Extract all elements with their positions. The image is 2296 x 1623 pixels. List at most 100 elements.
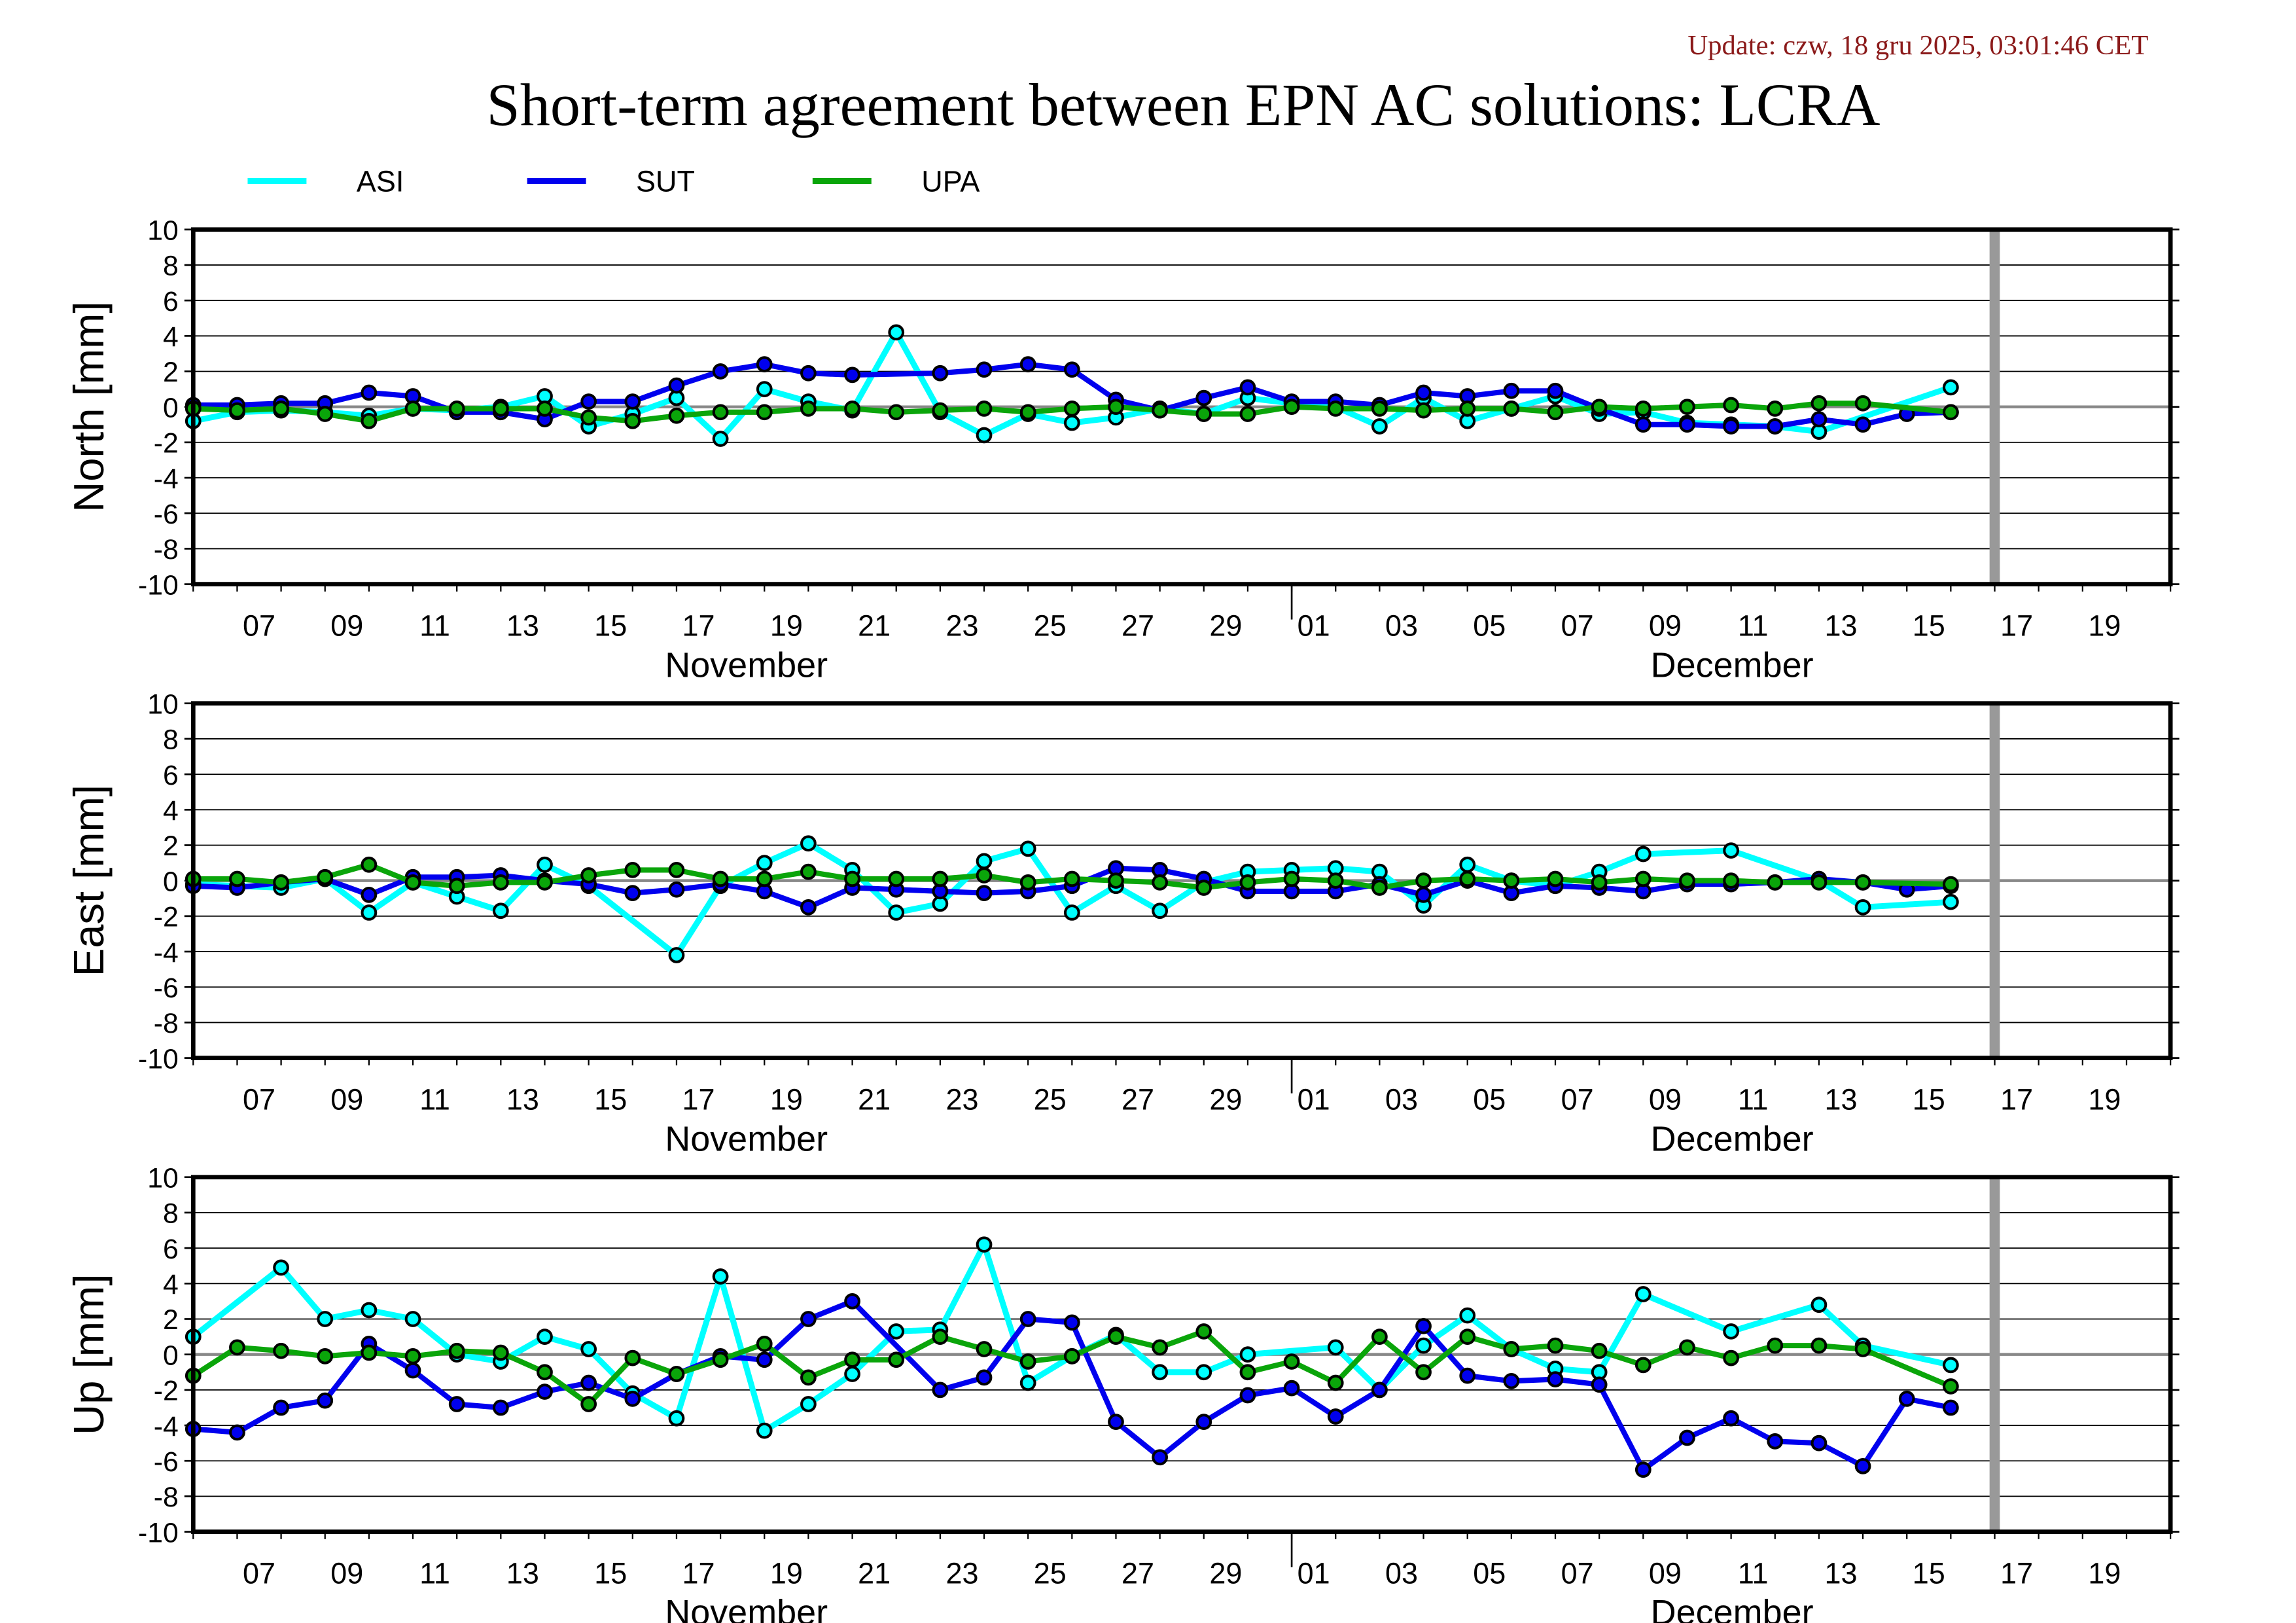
data-point-upa [580,867,597,883]
data-point-sut [1415,384,1432,401]
data-point-upa [1239,406,1256,422]
x-tick-label: 19 [770,1556,803,1590]
data-point-upa [580,409,597,426]
data-point-upa [1063,870,1080,887]
x-tick-label: 11 [419,1082,450,1116]
data-point-upa [448,401,465,417]
data-point-sut [273,1399,289,1416]
y-tick-label: 6 [163,286,179,317]
x-tick-label: 19 [770,1082,803,1116]
x-tick-label: 09 [330,609,363,642]
data-point-upa [756,404,773,421]
x-tick-label: 15 [1913,1082,1945,1116]
data-point-upa [1503,872,1520,889]
y-tick-label: -4 [154,1411,179,1442]
data-point-upa [1459,401,1476,417]
data-point-upa [448,1342,465,1359]
data-point-upa [1195,406,1212,422]
x-tick-label: 07 [243,1082,275,1116]
x-tick-label: 09 [330,1556,363,1590]
data-point-upa [844,870,860,887]
data-point-sut [1503,1372,1520,1389]
data-point-sut [976,1369,993,1386]
month-label: December [1651,1119,1814,1158]
data-point-upa [800,1369,817,1386]
data-point-upa [932,870,949,887]
data-point-sut [404,1362,421,1379]
x-tick-label: 17 [682,609,715,642]
data-point-sut [361,886,378,903]
chart-title: Short-term agreement between EPN AC solu… [487,71,1881,138]
x-tick-label: 17 [2000,1556,2033,1590]
data-point-asi [756,1422,773,1439]
data-point-sut [1547,1371,1564,1387]
data-point-sut [1767,1433,1784,1450]
data-point-sut [1591,1376,1608,1393]
data-point-upa [317,1348,334,1364]
data-point-upa [888,870,905,887]
x-tick-label: 05 [1473,1556,1506,1590]
data-point-asi [1415,1337,1432,1354]
data-point-upa [448,878,465,895]
data-point-sut [1767,418,1784,435]
data-point-upa [1371,880,1388,896]
y-tick-label: -8 [154,534,179,565]
y-tick-label: 6 [163,760,179,791]
legend-label-asi: ASI [357,164,404,198]
x-tick-label: 07 [1561,1556,1594,1590]
y-tick-label: 0 [163,392,179,423]
data-point-upa [1108,399,1124,416]
y-axis-label: North [mm] [65,302,113,512]
data-point-upa [668,407,685,424]
data-point-upa [756,1336,773,1352]
data-point-upa [1415,1364,1432,1381]
y-tick-label: 4 [163,795,179,827]
data-point-upa [932,402,949,419]
data-point-upa [1591,399,1608,416]
data-point-asi [756,855,773,871]
data-point-upa [1634,1357,1651,1374]
y-tick-label: -4 [154,463,179,495]
data-point-sut [712,363,729,380]
data-point-sut [756,356,773,373]
data-point-sut [1503,382,1520,399]
data-point-upa [361,412,378,429]
data-point-upa [1767,401,1784,417]
x-tick-label: 27 [1122,609,1154,642]
data-point-upa [273,874,289,891]
data-point-upa [1239,1364,1256,1381]
data-point-asi [1943,1357,1959,1374]
data-point-asi [1063,414,1080,431]
data-point-upa [1108,1329,1124,1345]
data-point-upa [1547,404,1564,421]
x-tick-label: 13 [506,1556,539,1590]
y-tick-label: -2 [154,902,179,933]
x-tick-label: 01 [1298,1556,1330,1590]
x-tick-label: 25 [1034,609,1067,642]
x-tick-label: 11 [1738,1082,1769,1116]
data-point-sut [1854,416,1871,433]
x-tick-label: 13 [1824,1082,1857,1116]
data-point-sut [976,361,993,378]
data-point-upa [1327,401,1344,417]
data-point-sut [932,1382,949,1399]
data-point-asi [317,1311,334,1327]
data-point-upa [1019,874,1036,891]
y-axis-label: Up [mm] [65,1274,113,1435]
month-label: November [665,1593,828,1623]
data-point-upa [229,1339,245,1356]
y-tick-label: -2 [154,1376,179,1407]
data-point-sut [1108,1414,1124,1430]
x-tick-label: 25 [1034,1082,1067,1116]
x-tick-label: 27 [1122,1556,1154,1590]
data-point-sut [1415,1317,1432,1334]
x-tick-label: 15 [594,1556,627,1590]
x-tick-label: 11 [1738,1556,1769,1590]
y-tick-label: -8 [154,1008,179,1039]
data-point-upa [361,1344,378,1361]
data-point-asi [712,1268,729,1285]
data-point-sut [1283,1380,1300,1397]
month-label: December [1651,1593,1814,1623]
panel-north: 10 8 6 4 2 0 -2 -4 -6 -8 -10 07 09 11 13 15 17 19 21 23 25 27… [65,215,2180,685]
data-point-upa [888,404,905,421]
